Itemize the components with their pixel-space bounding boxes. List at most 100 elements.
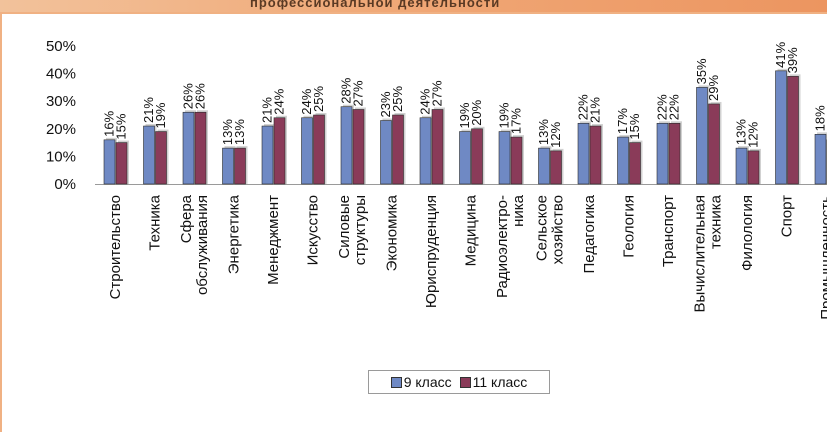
y-tick-label: 40% bbox=[46, 66, 76, 83]
data-label: 13% bbox=[232, 119, 247, 145]
bar bbox=[668, 122, 681, 185]
bar bbox=[629, 142, 641, 185]
x-tick-label: Техника bbox=[147, 194, 164, 250]
data-label: 27% bbox=[430, 80, 445, 106]
data-label: 27% bbox=[351, 80, 366, 106]
bar bbox=[115, 142, 128, 185]
y-tick-label: 20% bbox=[46, 121, 76, 138]
bar bbox=[550, 150, 562, 185]
bar bbox=[656, 122, 669, 185]
x-tick-label: Радиоэлектро- bbox=[494, 195, 511, 298]
bar bbox=[301, 117, 313, 185]
x-tick-label: обслуживания bbox=[194, 195, 211, 295]
x-tick-label: Спорт bbox=[779, 195, 796, 237]
legend-label-9-class: 9 класс bbox=[403, 374, 452, 390]
data-label: 22% bbox=[576, 94, 591, 120]
data-label: 19% bbox=[153, 102, 168, 128]
data-label: 13% bbox=[220, 119, 235, 145]
bar bbox=[155, 131, 167, 185]
x-tick-label: структуры bbox=[352, 195, 369, 265]
data-label: 25% bbox=[311, 86, 326, 112]
bar bbox=[498, 131, 511, 185]
header-title: профессиональной деятельности bbox=[250, 0, 501, 10]
data-label: 17% bbox=[509, 108, 524, 134]
x-tick-label: Педагогика bbox=[581, 194, 598, 273]
data-label: 22% bbox=[667, 94, 682, 120]
bar bbox=[787, 76, 799, 185]
data-label: 21% bbox=[141, 97, 156, 123]
data-label: 25% bbox=[390, 86, 405, 112]
legend-swatch-11-class bbox=[459, 376, 471, 388]
legend-swatch-9-class bbox=[390, 376, 402, 388]
x-tick-label: Промышленность bbox=[818, 195, 827, 320]
y-tick-label: 10% bbox=[46, 148, 76, 165]
x-tick-label: хозяйство bbox=[550, 195, 567, 264]
data-label: 24% bbox=[299, 88, 314, 114]
x-tick-label: Сельское bbox=[534, 195, 551, 261]
bar bbox=[392, 114, 404, 185]
data-label: 41% bbox=[773, 41, 788, 67]
data-label: 18% bbox=[813, 105, 827, 131]
x-tick-label: Менеджмент bbox=[265, 195, 282, 285]
bar bbox=[352, 109, 365, 185]
bar bbox=[538, 147, 550, 185]
bar bbox=[471, 128, 483, 185]
data-label: 12% bbox=[548, 121, 563, 147]
data-label: 19% bbox=[497, 102, 512, 128]
bar bbox=[143, 125, 155, 185]
data-label: 19% bbox=[457, 102, 472, 128]
data-label: 26% bbox=[181, 83, 196, 109]
x-tick-label: Энергетика bbox=[226, 194, 243, 274]
bar bbox=[273, 117, 286, 185]
bar bbox=[419, 117, 432, 185]
x-tick-label: Транспорт bbox=[660, 195, 677, 267]
data-label: 13% bbox=[734, 119, 749, 145]
data-label: 15% bbox=[114, 113, 129, 139]
bar bbox=[261, 125, 274, 185]
bar bbox=[510, 136, 523, 185]
bar bbox=[313, 114, 325, 185]
legend-item-9-class: 9 класс bbox=[390, 374, 452, 390]
data-label: 21% bbox=[260, 97, 275, 123]
bar bbox=[814, 134, 827, 185]
bar bbox=[380, 120, 392, 185]
data-label: 20% bbox=[469, 99, 484, 125]
data-label: 24% bbox=[272, 88, 287, 114]
bar bbox=[459, 131, 471, 185]
bar bbox=[103, 139, 116, 185]
y-tick-label: 50% bbox=[46, 38, 76, 55]
bar bbox=[775, 70, 787, 185]
x-tick-label: Строительство bbox=[107, 195, 124, 299]
bar bbox=[735, 147, 748, 185]
x-tick-label: Экономика bbox=[384, 194, 401, 271]
x-tick-label: Геология bbox=[621, 195, 638, 258]
bar bbox=[696, 87, 708, 185]
data-label: 17% bbox=[615, 108, 630, 134]
bar bbox=[234, 147, 246, 185]
data-label: 22% bbox=[655, 94, 670, 120]
y-tick-label: 0% bbox=[54, 176, 76, 193]
x-tick-label: техника bbox=[708, 194, 725, 249]
data-label: 24% bbox=[418, 88, 433, 114]
data-label: 15% bbox=[627, 113, 642, 139]
bar bbox=[589, 125, 602, 185]
x-tick-label: ника bbox=[510, 194, 527, 227]
bar bbox=[222, 147, 234, 185]
data-label: 16% bbox=[102, 110, 117, 136]
data-label: 12% bbox=[746, 121, 761, 147]
data-label: 13% bbox=[536, 119, 551, 145]
data-label: 23% bbox=[378, 91, 393, 117]
x-tick-label: Вычислительная bbox=[692, 195, 709, 312]
legend-label-11-class: 11 класс bbox=[472, 374, 528, 390]
data-label: 26% bbox=[193, 83, 208, 109]
bar bbox=[617, 136, 629, 185]
x-tick-label: Филология bbox=[739, 195, 756, 271]
bar bbox=[194, 111, 207, 185]
legend-item-11-class: 11 класс bbox=[459, 374, 528, 390]
bar bbox=[182, 111, 195, 185]
data-label: 21% bbox=[588, 97, 603, 123]
x-tick-label: Юриспруденция bbox=[423, 195, 440, 308]
chart-panel bbox=[0, 12, 827, 432]
x-tick-label: Медицина bbox=[463, 194, 480, 266]
